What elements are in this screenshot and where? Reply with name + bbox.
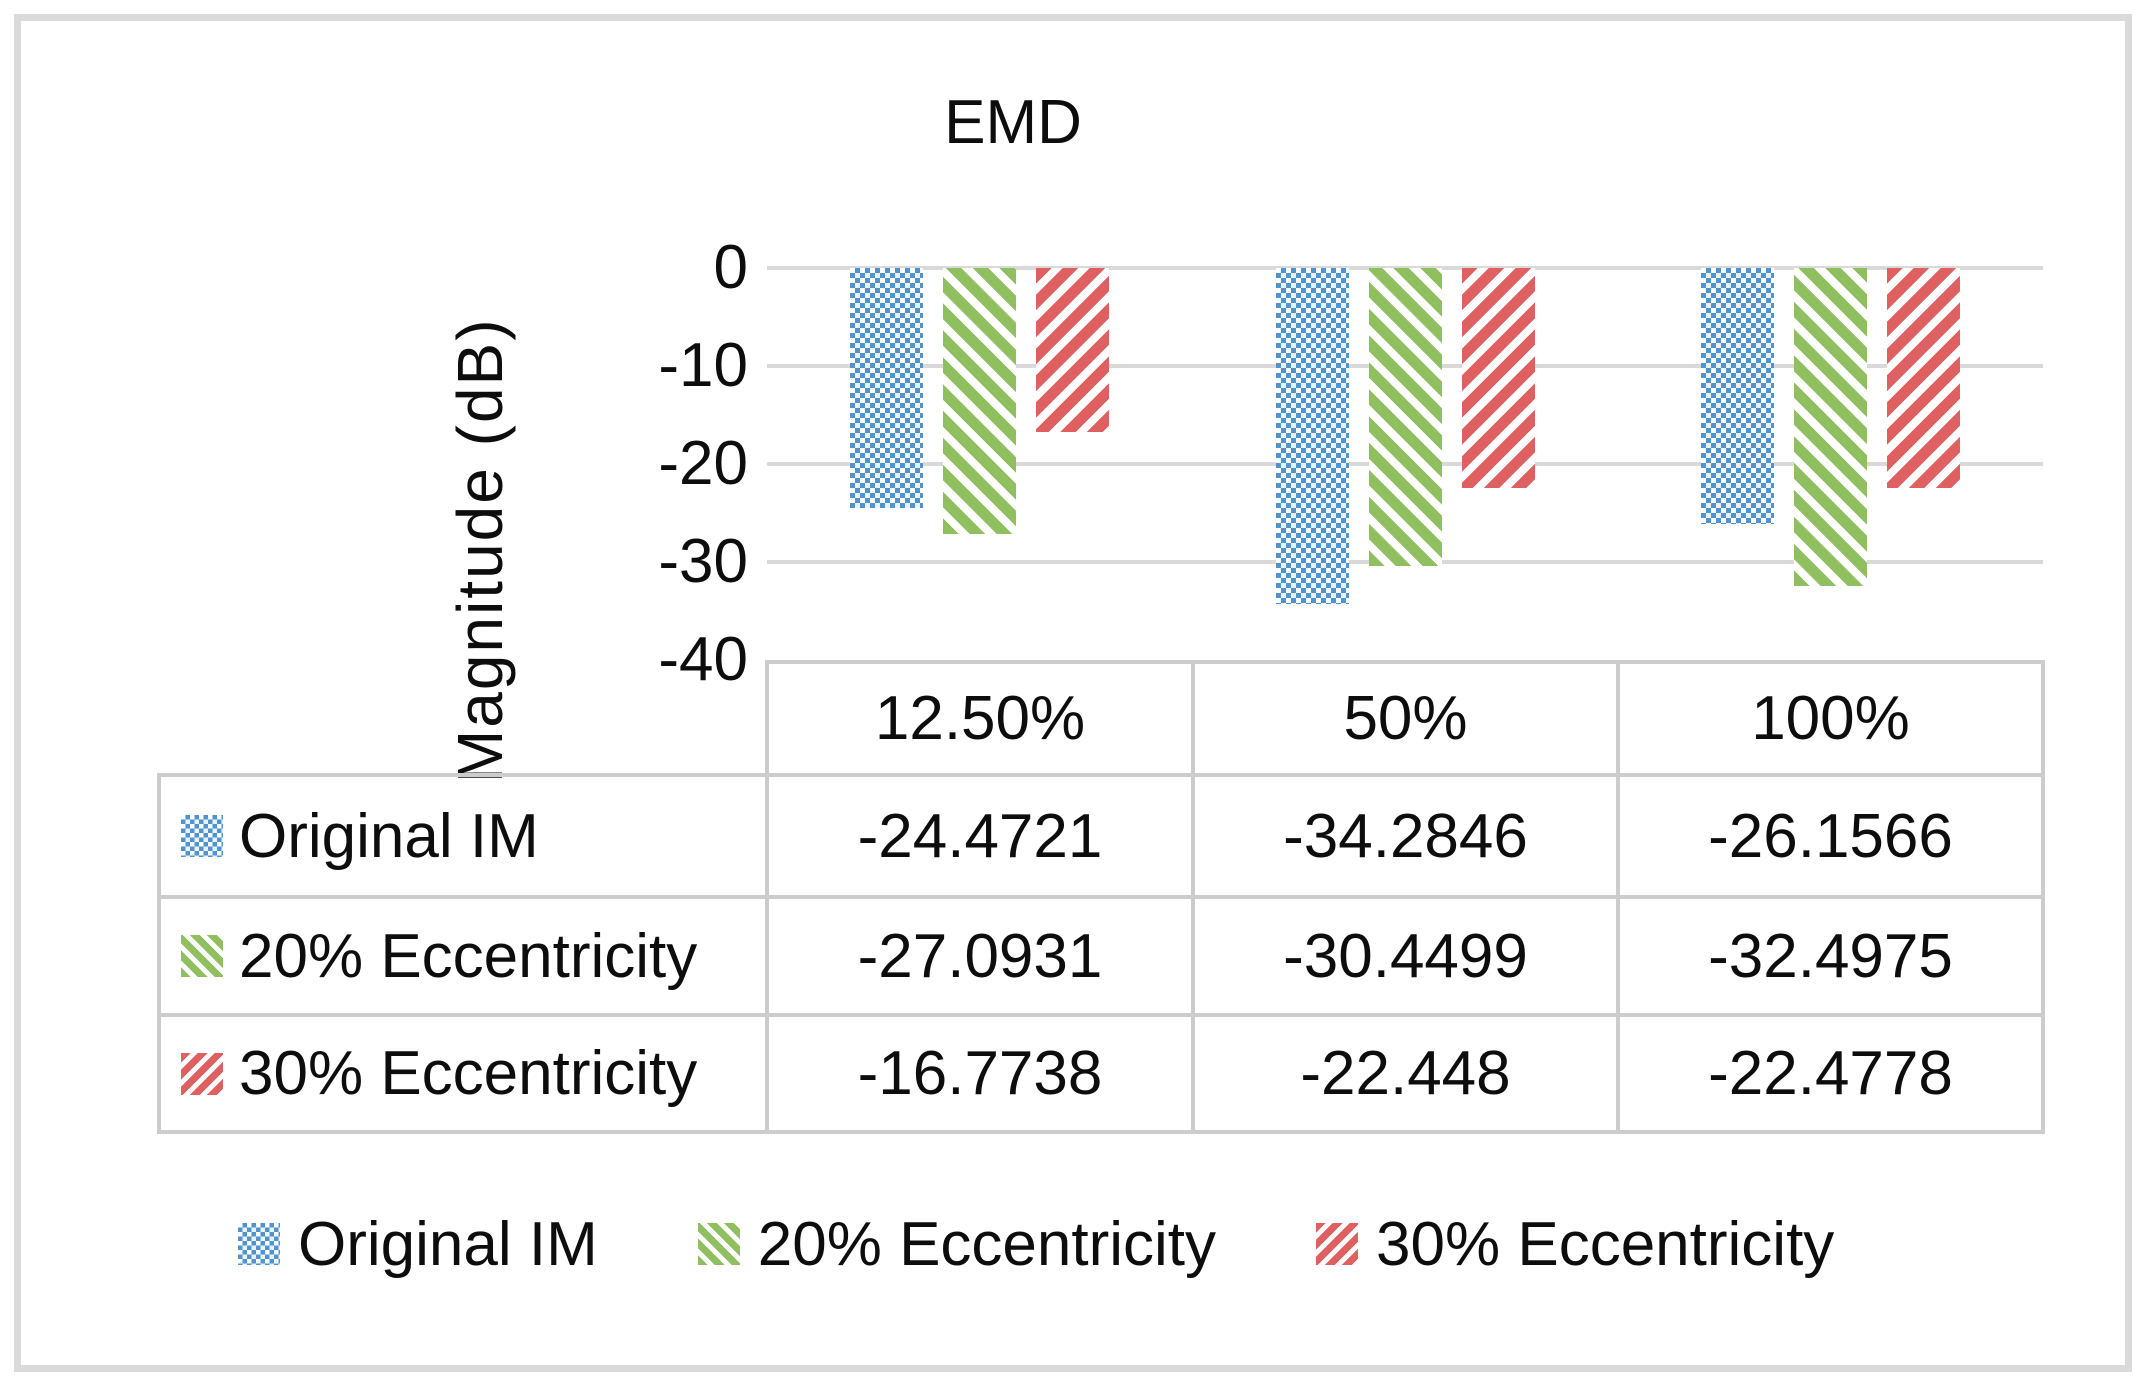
data-table-value-cell: -30.4499 — [1195, 899, 1620, 1017]
bar-20-eccentricity-1250 — [943, 268, 1017, 534]
data-table-row-label: 30% Eccentricity — [157, 1017, 769, 1134]
data-table-value-cell: -34.2846 — [1195, 777, 1620, 899]
chart-title: EMD — [944, 88, 1082, 157]
legend-label: 30% Eccentricity — [1376, 1209, 1835, 1279]
legend-swatch-20-eccentricity-icon — [697, 1223, 740, 1265]
bar-original-im-100 — [1700, 268, 1774, 525]
legend-key-20-eccentricity-icon — [181, 935, 223, 977]
y-axis-tick-label: 0 — [713, 233, 748, 302]
bar-original-im-50 — [1275, 268, 1349, 604]
data-table-header-cell: 12.50% — [769, 660, 1195, 777]
y-axis-tick-label: -10 — [658, 331, 748, 400]
bar-30-eccentricity-50 — [1461, 268, 1535, 488]
figure-border — [14, 14, 2132, 1372]
data-table-value-cell: -16.7738 — [769, 1017, 1195, 1134]
legend-item: Original IM — [238, 1209, 598, 1280]
legend-key-original-im-icon — [181, 815, 223, 857]
bar-30-eccentricity-1250 — [1036, 268, 1110, 433]
legend-label: 20% Eccentricity — [757, 1209, 1217, 1279]
bar-20-eccentricity-50 — [1368, 268, 1442, 567]
bar-20-eccentricity-100 — [1793, 268, 1867, 587]
data-table-value-cell: -22.448 — [1195, 1017, 1620, 1134]
data-table-row-label: Original IM — [157, 777, 769, 899]
legend-swatch-30-eccentricity-icon — [1316, 1223, 1359, 1265]
data-table-row-label: 20% Eccentricity — [157, 899, 769, 1017]
data-table-value-cell: -32.4975 — [1620, 899, 2045, 1017]
data-table-value-cell: -24.4721 — [769, 777, 1195, 899]
data-table: 12.50% 50% 100% Original IM -24.4721 -34… — [157, 660, 2045, 1134]
legend-key-30-eccentricity-icon — [181, 1052, 223, 1095]
series-name: 30% Eccentricity — [239, 1039, 698, 1108]
legend-swatch-original-im-icon — [238, 1223, 280, 1265]
data-table-value-cell: -26.1566 — [1620, 777, 2045, 899]
bar-30-eccentricity-100 — [1886, 268, 1960, 489]
data-table-value-cell: -27.0931 — [769, 899, 1195, 1017]
bar-original-im-1250 — [850, 268, 924, 508]
legend-label: Original IM — [298, 1209, 598, 1279]
data-table-header-cell: 100% — [1620, 660, 2045, 777]
data-table-corner-cell — [157, 660, 769, 777]
plot-area — [767, 266, 2043, 660]
data-table-header-cell: 50% — [1195, 660, 1620, 777]
chart-legend: Original IM 20% Eccentricity 30% Eccentr… — [238, 1204, 1834, 1284]
y-axis-tick-label: -20 — [658, 429, 748, 498]
data-table-value-cell: -22.4778 — [1620, 1017, 2045, 1134]
legend-item: 30% Eccentricity — [1316, 1209, 1834, 1280]
legend-item: 20% Eccentricity — [697, 1209, 1217, 1280]
series-name: Original IM — [239, 801, 539, 871]
series-name: 20% Eccentricity — [239, 921, 698, 991]
y-axis-tick-label: -30 — [658, 527, 748, 596]
y-axis-tick-label: -40 — [658, 625, 748, 694]
